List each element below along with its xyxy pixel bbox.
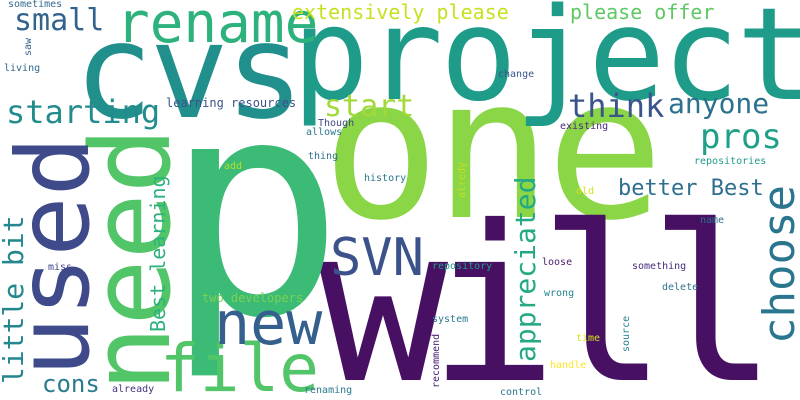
word-new: new [214,289,323,359]
word-sometimes: sometimes [8,0,63,10]
word-think: think [568,87,665,125]
word-svn: SVN [330,228,424,288]
word-thing: thing [308,151,339,162]
word-wrong: wrong [544,288,575,299]
word-small: small [14,3,105,38]
word-project: project [292,0,800,130]
word-two-developers: two developers [202,291,304,305]
word-miss: miss [48,262,73,273]
word-file: file [160,330,319,400]
word-please-offer: please offer [570,0,715,24]
word-anyone: anyone [668,87,770,120]
word-one: one [322,36,664,264]
word-extensively-please: extensively please [292,0,509,24]
word-though: Though [318,118,355,129]
word-delete: delete [662,282,699,293]
word-rename: rename [116,0,319,56]
word-something: something [632,261,687,272]
word-p: p [164,35,345,384]
word-appreciated: appreciated [509,176,542,362]
word-little-bit: little bit [0,215,30,384]
word-add: add [224,161,243,172]
word-better-best: better Best [618,176,764,201]
word-existing: existing [560,121,609,132]
word-already: already [112,384,155,395]
word-change: change [498,69,535,80]
word-alredy: alredy [457,161,468,198]
word-loose: loose [542,257,573,268]
word-name: name [700,215,725,226]
word-cons: cons [42,370,100,398]
word-will: will [318,180,778,400]
word-choose: choose [754,185,800,344]
word-renaming: renaming [304,385,353,396]
word-handle: handle [550,360,587,371]
word-source: source [621,315,632,352]
word-allows: allows [306,127,343,138]
word-repositories: repositories [694,156,767,167]
word-system: system [432,314,469,325]
word-time: time [576,333,601,344]
word-start: start [324,89,415,124]
word-cvs: cvs [74,0,304,149]
word-repository: repository [432,261,493,272]
word-old: old [576,186,595,197]
word-living: living [4,63,41,74]
word-history: history [364,173,407,184]
word-starting: starting [6,93,161,131]
word-learning-resources: learning resources [166,96,297,110]
word-best-learning: Best learning [146,175,170,332]
word-saw: saw [23,37,34,56]
word-pros: pros [700,117,782,157]
word-control: control [500,387,543,398]
word-recommend: recommend [431,333,442,388]
